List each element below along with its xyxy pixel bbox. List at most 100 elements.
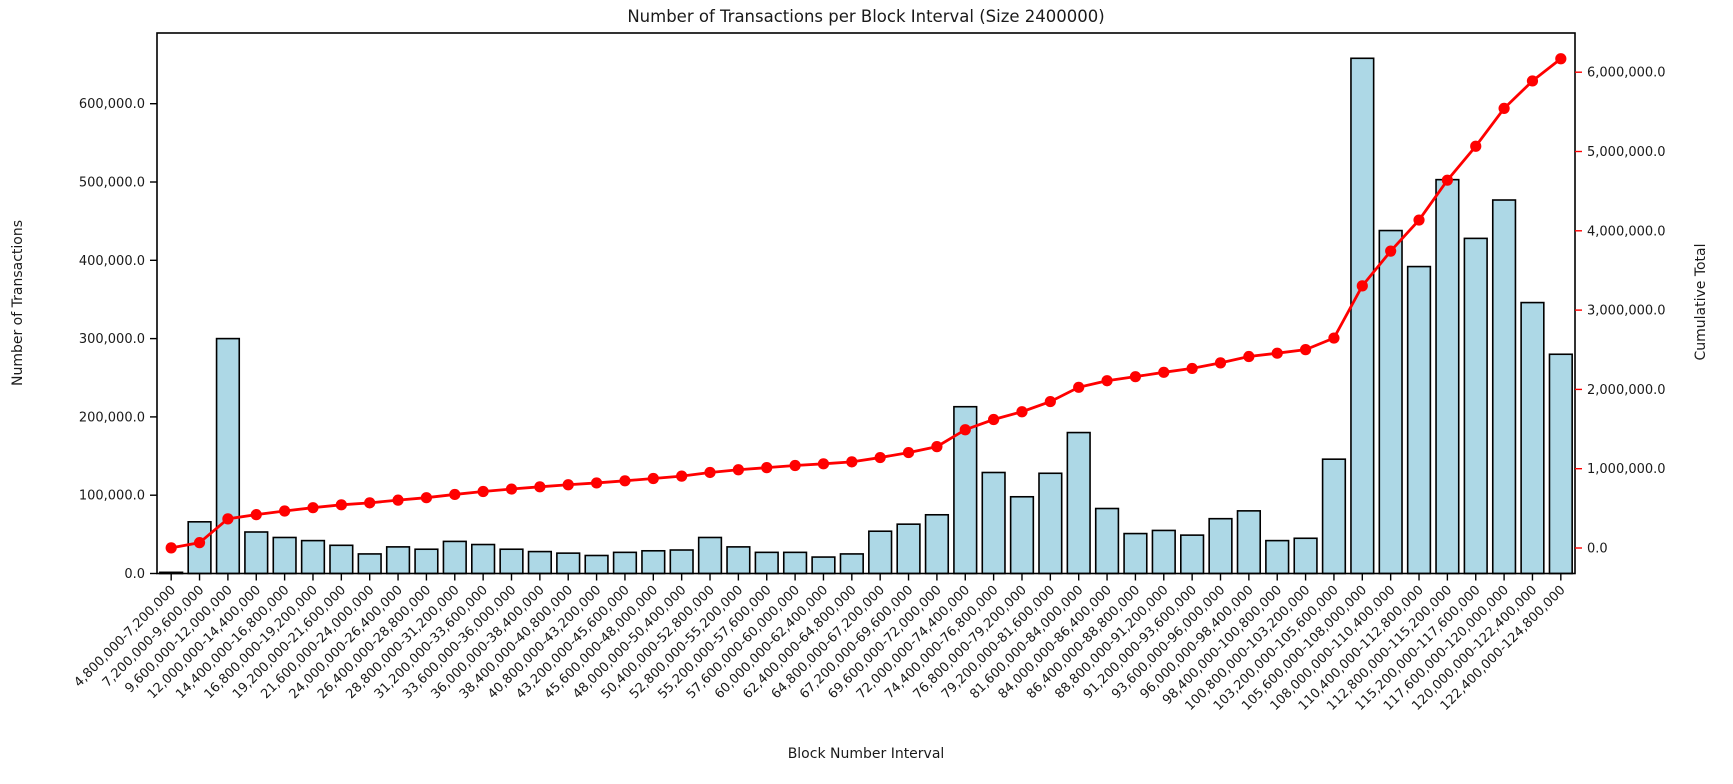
bar: [697, 536, 723, 575]
cumulative-marker: [1498, 102, 1510, 114]
y-axis-label-right: Cumulative Total: [1693, 243, 1709, 360]
bar: [612, 551, 638, 575]
bar: [811, 556, 836, 575]
bar: [499, 548, 524, 575]
cumulative-marker: [647, 472, 659, 485]
cumulative-marker: [1016, 406, 1028, 418]
bar: [981, 471, 1006, 575]
y-tick-label-right: 5,000,000.0: [1587, 145, 1666, 160]
bar: [1520, 301, 1545, 575]
bar: [1265, 539, 1290, 575]
cumulative-marker: [761, 462, 773, 474]
cumulative-marker: [1214, 357, 1227, 369]
cumulative-marker: [619, 475, 631, 487]
y-tick-label-left: 0.0: [124, 567, 145, 582]
bar: [329, 544, 354, 575]
bar: [1491, 199, 1517, 575]
cumulative-marker: [817, 458, 830, 470]
bar: [1236, 510, 1262, 575]
bar: [1151, 529, 1176, 575]
bar: [1406, 265, 1432, 575]
bar: [357, 553, 382, 575]
y-axis-label-left: Number of Transactions: [10, 220, 26, 386]
cumulative-marker: [1385, 245, 1397, 257]
bar: [839, 553, 864, 575]
plot-border: [156, 32, 1576, 575]
bar: [669, 549, 694, 575]
y-tick-label-right: 2,000,000.0: [1587, 383, 1666, 398]
cumulative-marker: [1526, 75, 1539, 87]
cumulative-marker: [1470, 140, 1482, 152]
cumulative-marker: [335, 499, 347, 511]
cumulative-marker: [1073, 381, 1085, 393]
cumulative-marker: [902, 446, 915, 459]
cumulative-line-series: [165, 53, 1567, 554]
y-tick-label-right: 3,000,000.0: [1587, 304, 1666, 319]
bar: [924, 513, 950, 575]
bar: [754, 551, 779, 575]
y-tick-label-right: 4,000,000.0: [1587, 224, 1666, 239]
cumulative-marker: [1158, 366, 1170, 378]
bar: [1378, 229, 1403, 575]
cumulative-marker: [988, 413, 1000, 426]
cumulative-marker: [364, 497, 376, 509]
bar: [1463, 237, 1488, 575]
y-tick-label-right: 1,000,000.0: [1587, 462, 1666, 477]
y-tick-label-left: 600,000.0: [79, 97, 145, 112]
bar: [442, 540, 467, 575]
bar: [1548, 353, 1573, 575]
y-tick-label-left: 200,000.0: [79, 410, 145, 425]
bar: [244, 531, 269, 575]
cumulative-marker: [1441, 174, 1453, 186]
bar: [896, 523, 921, 575]
cumulative-marker: [193, 537, 206, 549]
cumulative-marker: [959, 424, 971, 436]
cumulative-marker: [1129, 371, 1142, 383]
cumulative-marker: [1101, 375, 1113, 387]
bar: [414, 548, 439, 575]
bar: [272, 536, 297, 575]
cumulative-marker: [1328, 332, 1340, 344]
bar: [1350, 57, 1375, 575]
y-tick-label-right: 0.0: [1587, 542, 1608, 557]
bar: [726, 546, 751, 575]
cumulative-marker: [732, 464, 744, 476]
cumulative-marker: [1271, 347, 1283, 359]
y-tick-label-left: 300,000.0: [79, 332, 145, 347]
cumulative-marker: [505, 483, 518, 495]
bar-series: [159, 57, 1573, 575]
cumulative-marker: [1413, 214, 1425, 226]
y-tick-label-left: 400,000.0: [79, 254, 145, 269]
bar: [584, 554, 609, 575]
cumulative-marker: [165, 542, 177, 554]
cumulative-marker: [1186, 362, 1198, 375]
cumulative-marker: [449, 488, 461, 501]
cumulative-marker: [562, 479, 574, 491]
bar: [1009, 495, 1035, 575]
cumulative-marker: [846, 456, 858, 468]
bar: [868, 530, 893, 575]
cumulative-marker: [250, 509, 262, 521]
bar: [1123, 532, 1148, 575]
bar: [641, 549, 666, 575]
bar: [1321, 458, 1347, 575]
bar: [527, 550, 553, 575]
cumulative-marker: [590, 477, 603, 489]
cumulative-marker: [676, 470, 688, 482]
bar: [1066, 431, 1091, 575]
y-tick-label-right: 6,000,000.0: [1587, 66, 1666, 81]
bar: [1208, 517, 1233, 575]
bar: [1435, 178, 1460, 575]
cumulative-marker: [1243, 350, 1255, 363]
y-tick-label-left: 100,000.0: [79, 489, 145, 504]
cumulative-marker: [307, 502, 319, 514]
chart-title: Number of Transactions per Block Interva…: [627, 7, 1104, 26]
cumulative-marker: [222, 513, 234, 525]
cumulative-marker: [392, 494, 404, 506]
bar: [215, 337, 241, 575]
bar: [385, 546, 411, 575]
bar: [470, 543, 496, 575]
cumulative-marker: [704, 466, 716, 479]
cumulative-marker: [874, 451, 886, 464]
